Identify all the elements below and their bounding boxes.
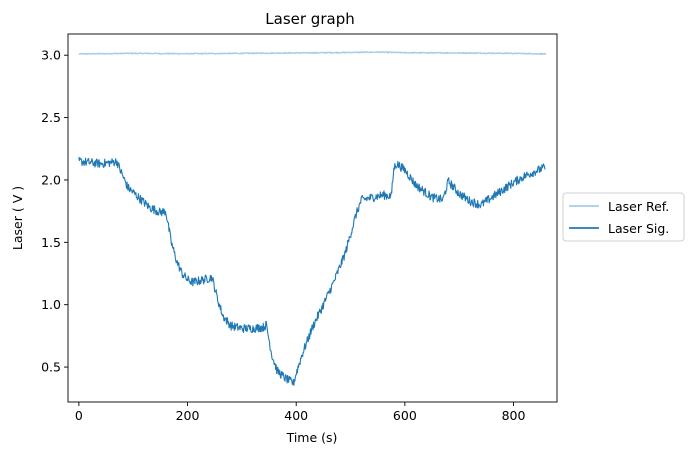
legend-label-laser-ref: Laser Ref. <box>608 199 669 214</box>
series-line-laser-sig <box>78 157 546 386</box>
x-axis-label: Time (s) <box>286 430 338 445</box>
plot-area-frame <box>67 33 558 403</box>
series-line-laser-ref <box>78 50 547 56</box>
y-axis-label: Laser ( V ) <box>10 186 25 250</box>
y-tick-label: 2.5 <box>41 110 61 125</box>
legend: Laser Ref. Laser Sig. <box>562 192 685 242</box>
x-tick-label: 600 <box>393 408 417 423</box>
y-tick-label: 2.0 <box>41 172 61 187</box>
chart-title: Laser graph <box>265 10 354 28</box>
y-axis: 0.5 1.0 1.5 2.0 2.5 3.0 <box>41 48 68 375</box>
x-tick-label: 400 <box>284 408 308 423</box>
y-tick-label: 1.5 <box>41 235 61 250</box>
y-tick-label: 0.5 <box>41 360 61 375</box>
x-tick-label: 800 <box>502 408 526 423</box>
x-tick-label: 0 <box>75 408 83 423</box>
legend-label-laser-sig: Laser Sig. <box>608 221 669 236</box>
x-axis: 0 200 400 600 800 <box>75 402 526 423</box>
y-tick-label: 1.0 <box>41 297 61 312</box>
legend-box <box>562 192 685 242</box>
series-layer <box>78 50 547 386</box>
x-tick-label: 200 <box>176 408 200 423</box>
y-tick-label: 3.0 <box>41 48 61 63</box>
